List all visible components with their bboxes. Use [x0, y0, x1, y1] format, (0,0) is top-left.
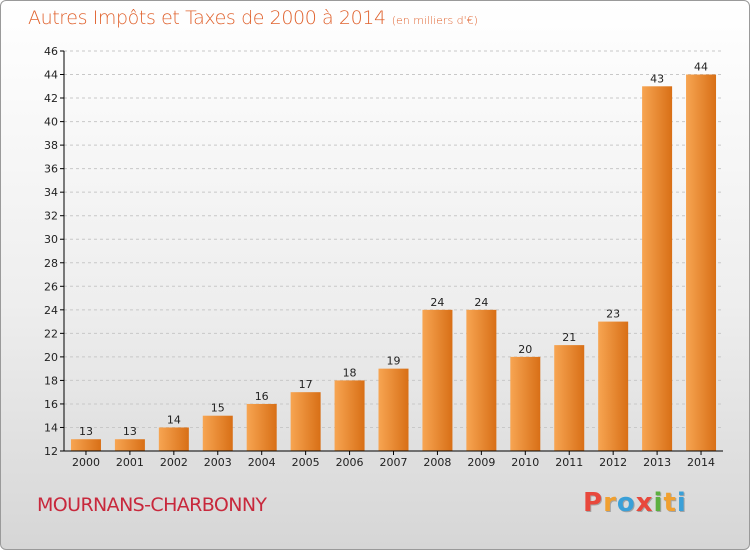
- y-tick-label: 16: [44, 398, 58, 411]
- y-tick-label: 36: [44, 163, 58, 176]
- y-tick-label: 20: [44, 351, 58, 364]
- brand-letter: r: [603, 488, 617, 518]
- data-label: 23: [606, 308, 620, 321]
- x-tick-label: 2005: [292, 456, 320, 469]
- x-tick-label: 2007: [380, 456, 408, 469]
- y-tick-label: 46: [44, 45, 58, 58]
- commune-name: MOURNANS-CHARBONNY: [37, 494, 267, 516]
- x-tick-label: 2004: [248, 456, 276, 469]
- bar-2014: [686, 74, 717, 451]
- data-label: 43: [650, 72, 664, 85]
- brand-logo: Proxiti: [583, 488, 687, 518]
- bar-2013: [642, 86, 673, 451]
- bar-2012: [598, 321, 629, 451]
- x-tick-label: 2009: [467, 456, 495, 469]
- y-tick-label: 18: [44, 374, 58, 387]
- data-label: 19: [387, 355, 401, 368]
- bar-2011: [554, 345, 585, 451]
- y-tick-label: 22: [44, 327, 58, 340]
- grid-lines: [64, 50, 723, 428]
- chart-title-main: Autres Impôts et Taxes de 2000 à 2014: [28, 7, 386, 29]
- data-label: 18: [343, 366, 357, 379]
- data-label: 20: [518, 343, 532, 356]
- brand-letter: o: [616, 488, 636, 518]
- bar-2002: [158, 427, 189, 451]
- data-label: 16: [255, 390, 269, 403]
- bar-2007: [378, 368, 409, 451]
- brand-letter: i: [676, 488, 687, 518]
- brand-letter: t: [663, 488, 677, 518]
- bar-2010: [510, 356, 541, 451]
- data-label: 21: [562, 331, 576, 344]
- x-tick-label: 2006: [336, 456, 364, 469]
- data-label: 15: [211, 402, 225, 415]
- bar-2000: [70, 439, 101, 451]
- axes: [60, 50, 723, 455]
- y-tick-label: 38: [44, 139, 58, 152]
- x-tick-label: 2001: [116, 456, 144, 469]
- y-tick-label: 32: [44, 210, 58, 223]
- data-label: 17: [299, 378, 313, 391]
- chart-title-unit: (en milliers d'€): [391, 14, 478, 27]
- data-label: 44: [694, 61, 708, 74]
- y-tick-label: 24: [44, 304, 58, 317]
- x-tick-label: 2011: [555, 456, 583, 469]
- x-tick-label: 2013: [643, 456, 671, 469]
- y-tick-label: 30: [44, 233, 58, 246]
- x-tick-labels: 2000 2001 2002 2003 2004 2005 2006 2007 2008 2009…: [72, 456, 715, 469]
- x-tick-label: 2002: [160, 456, 188, 469]
- bar-2009: [466, 309, 497, 451]
- y-tick-label: 42: [44, 92, 58, 105]
- y-tick-label: 12: [44, 445, 58, 458]
- bar-2001: [114, 439, 145, 451]
- bar-2003: [202, 415, 233, 451]
- x-tick-label: 2012: [599, 456, 627, 469]
- brand-letter: P: [583, 488, 604, 518]
- brand-letter: x: [635, 488, 654, 518]
- y-tick-label: 40: [44, 116, 58, 129]
- y-tick-label: 34: [44, 186, 58, 199]
- bar-2004: [246, 403, 277, 451]
- x-tick-label: 2008: [423, 456, 451, 469]
- y-tick-labels: 12 14 16 18 20 22 24 26 28 30 32 34 36 38 40 42 44 46: [44, 45, 58, 458]
- y-tick-label: 44: [44, 69, 58, 82]
- data-label: 13: [123, 425, 137, 438]
- x-tick-label: 2003: [204, 456, 232, 469]
- data-label: 14: [167, 413, 181, 426]
- y-tick-label: 14: [44, 421, 58, 434]
- data-labels: 13 13 14 15 16 17 18 19 24 24 20 21 23 43 44: [79, 61, 708, 439]
- x-tick-label: 2000: [72, 456, 100, 469]
- data-label: 24: [474, 296, 488, 309]
- x-tick-label: 2010: [511, 456, 539, 469]
- brand-letter: i: [653, 488, 664, 518]
- x-tick-label: 2014: [687, 456, 715, 469]
- bars: [70, 74, 717, 451]
- y-tick-label: 26: [44, 280, 58, 293]
- bar-2006: [334, 380, 365, 451]
- chart-title: Autres Impôts et Taxes de 2000 à 2014 (en…: [28, 7, 478, 29]
- y-tick-label: 28: [44, 257, 58, 270]
- data-label: 13: [79, 425, 93, 438]
- bar-2008: [422, 309, 453, 451]
- data-label: 24: [430, 296, 444, 309]
- bar-2005: [290, 392, 321, 451]
